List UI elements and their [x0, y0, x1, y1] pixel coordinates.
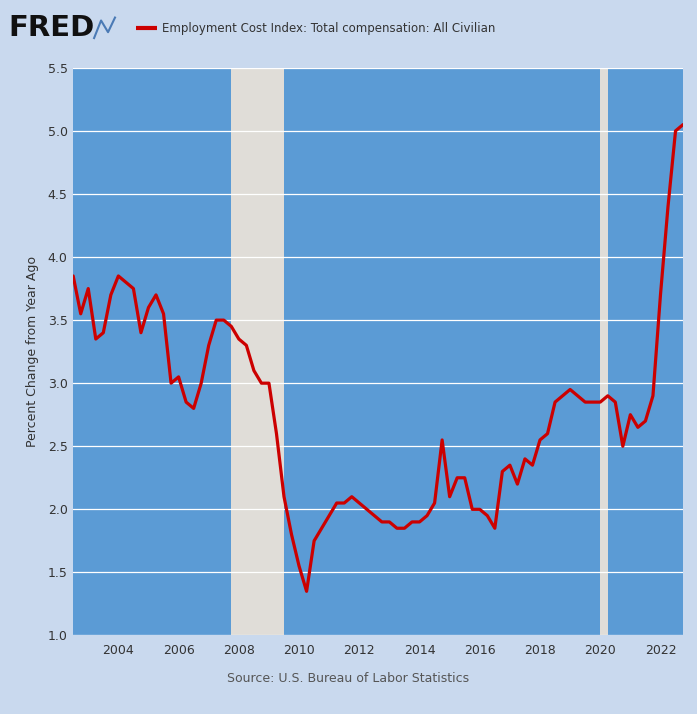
Bar: [600, 68, 608, 635]
Text: Employment Cost Index: Total compensation: All Civilian: Employment Cost Index: Total compensatio…: [162, 21, 495, 34]
Text: FRED: FRED: [8, 14, 95, 42]
Text: Source: U.S. Bureau of Labor Statistics: Source: U.S. Bureau of Labor Statistics: [227, 672, 470, 685]
Bar: [231, 68, 284, 635]
Y-axis label: Percent Change from Year Ago: Percent Change from Year Ago: [26, 256, 39, 447]
